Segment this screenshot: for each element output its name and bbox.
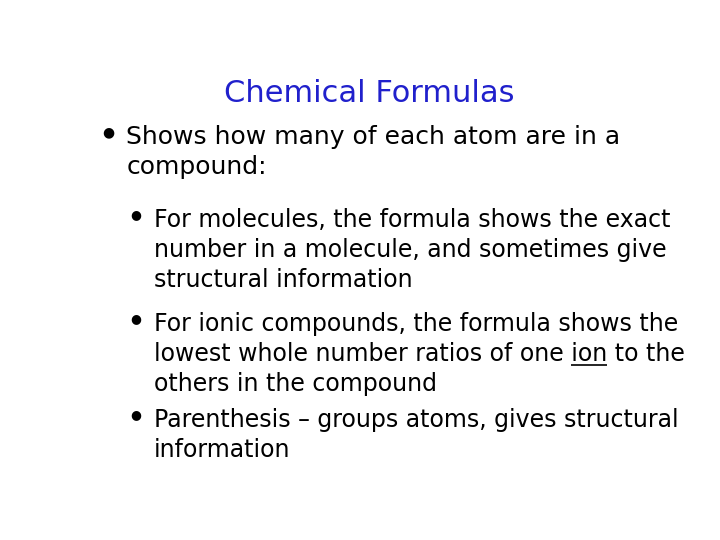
- Text: Chemical Formulas: Chemical Formulas: [224, 79, 514, 109]
- Text: ●: ●: [130, 408, 141, 421]
- Text: Shows how many of each atom are in a
compound:: Shows how many of each atom are in a com…: [126, 125, 621, 179]
- Text: ●: ●: [130, 208, 141, 221]
- Text: For molecules, the formula shows the exact
number in a molecule, and sometimes g: For molecules, the formula shows the exa…: [154, 208, 670, 292]
- Text: Parenthesis – groups atoms, gives structural
information: Parenthesis – groups atoms, gives struct…: [154, 408, 679, 462]
- Text: ●: ●: [102, 125, 114, 139]
- Text: For ionic compounds, the formula shows the
lowest whole number ratios of one ion: For ionic compounds, the formula shows t…: [154, 312, 685, 396]
- Text: ●: ●: [130, 312, 141, 325]
